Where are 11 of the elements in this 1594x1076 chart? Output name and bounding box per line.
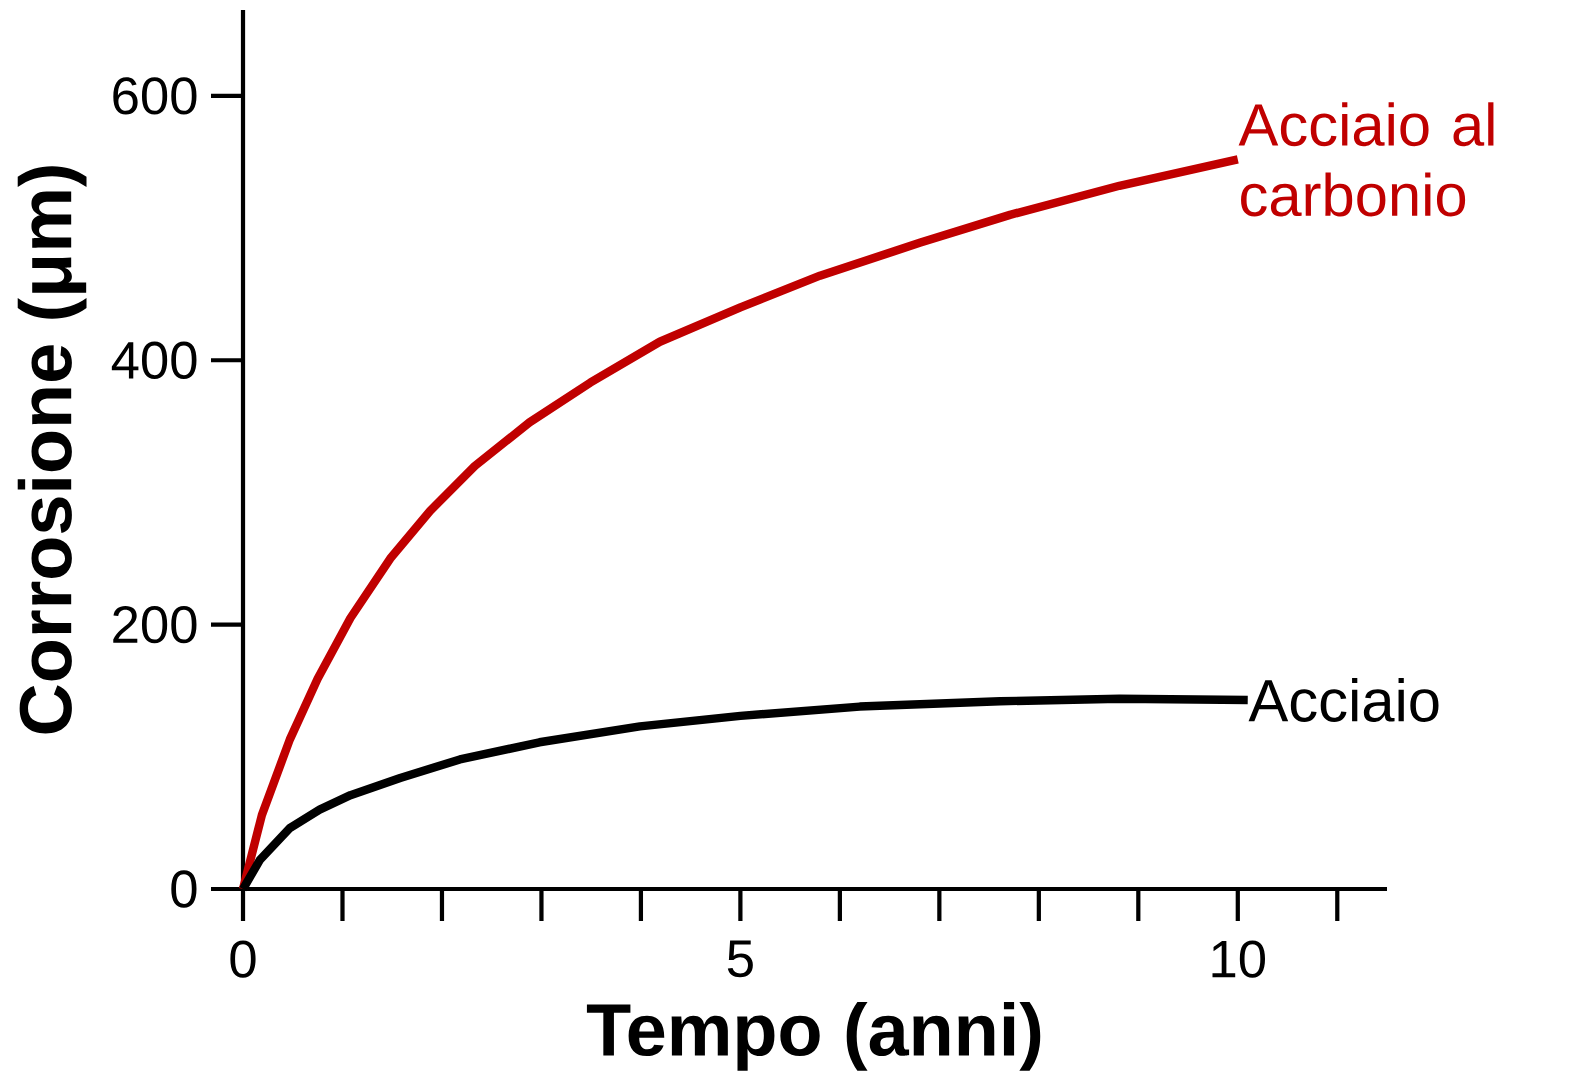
series-label: Acciaio al carbonio: [1238, 102, 1494, 217]
x-tick-label: 0: [230, 940, 256, 978]
x-axis-title: Tempo (anni): [586, 1001, 1041, 1071]
y-tick-label: 200: [113, 605, 197, 644]
series-label: Acciaio: [1248, 678, 1439, 722]
y-tick-label: 0: [171, 870, 197, 908]
y-tick-label: 600: [113, 77, 197, 115]
x-tick-label: 10: [1212, 940, 1266, 978]
x-tick-label: 5: [727, 940, 753, 978]
y-tick-label: 400: [111, 341, 197, 379]
y-axis-title: Corrosione (μm): [17, 166, 87, 734]
